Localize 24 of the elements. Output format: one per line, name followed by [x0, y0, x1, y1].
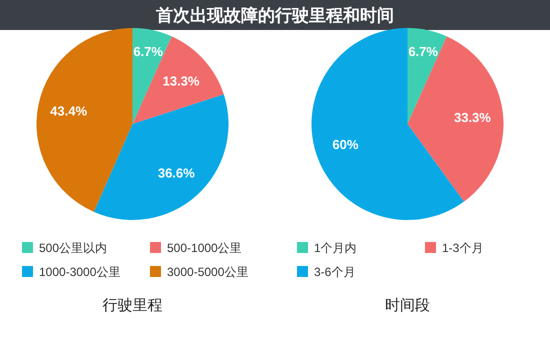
legend-item: 1-3个月	[425, 241, 484, 255]
data-label: 36.6%	[158, 165, 196, 180]
legend-item: 3-6个月	[297, 265, 356, 279]
data-label: 60%	[332, 137, 359, 152]
legend-item: 500公里以内	[22, 241, 108, 255]
text: 时间段	[385, 297, 430, 314]
legend-label: 3000-5000公里	[167, 265, 248, 279]
data-label: 33.3%	[454, 110, 492, 126]
data-label: 6.7%	[408, 44, 438, 59]
legend-label: 3-6个月	[314, 265, 356, 279]
legend-item: 500-1000公里	[150, 241, 242, 255]
data-label: 6.7%	[133, 44, 164, 59]
legend-label: 1000-3000公里	[39, 265, 120, 279]
legend-label: 500公里以内	[39, 241, 108, 255]
legend-item: 1000-3000公里	[22, 265, 120, 279]
legend-label: 1-3个月	[442, 241, 484, 255]
chart-title: 首次出现故障的行驶里程和时间	[155, 6, 394, 25]
data-label: 43.4%	[50, 104, 88, 119]
legend-item: 1个月内	[297, 241, 357, 255]
text: 行驶里程	[102, 297, 162, 314]
legend-label: 500-1000公里	[167, 241, 242, 255]
legend-label: 1个月内	[314, 241, 357, 255]
legend-item: 3000-5000公里	[150, 265, 248, 279]
data-label: 13.3%	[162, 73, 200, 88]
